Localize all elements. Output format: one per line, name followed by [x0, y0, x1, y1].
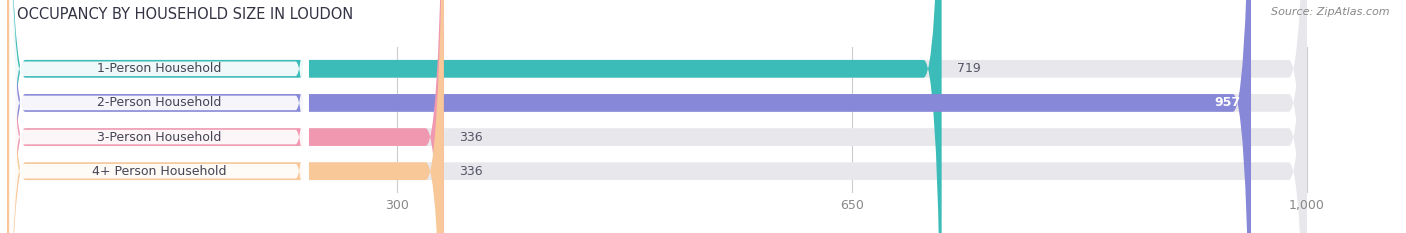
Text: 1-Person Household: 1-Person Household [97, 62, 221, 75]
Text: 336: 336 [460, 130, 484, 144]
Text: 336: 336 [460, 165, 484, 178]
FancyBboxPatch shape [7, 0, 1308, 233]
Text: 2-Person Household: 2-Person Household [97, 96, 221, 110]
Text: 957: 957 [1215, 96, 1240, 110]
Text: Source: ZipAtlas.com: Source: ZipAtlas.com [1271, 7, 1389, 17]
Text: OCCUPANCY BY HOUSEHOLD SIZE IN LOUDON: OCCUPANCY BY HOUSEHOLD SIZE IN LOUDON [17, 7, 353, 22]
FancyBboxPatch shape [7, 0, 444, 233]
FancyBboxPatch shape [10, 0, 308, 233]
FancyBboxPatch shape [7, 0, 1251, 233]
Text: 3-Person Household: 3-Person Household [97, 130, 221, 144]
FancyBboxPatch shape [10, 0, 308, 233]
FancyBboxPatch shape [7, 0, 942, 233]
FancyBboxPatch shape [10, 0, 308, 233]
Text: 4+ Person Household: 4+ Person Household [91, 165, 226, 178]
FancyBboxPatch shape [7, 0, 1308, 233]
FancyBboxPatch shape [7, 0, 1308, 233]
FancyBboxPatch shape [7, 0, 1308, 233]
FancyBboxPatch shape [7, 0, 444, 233]
FancyBboxPatch shape [10, 0, 308, 233]
Text: 719: 719 [957, 62, 981, 75]
